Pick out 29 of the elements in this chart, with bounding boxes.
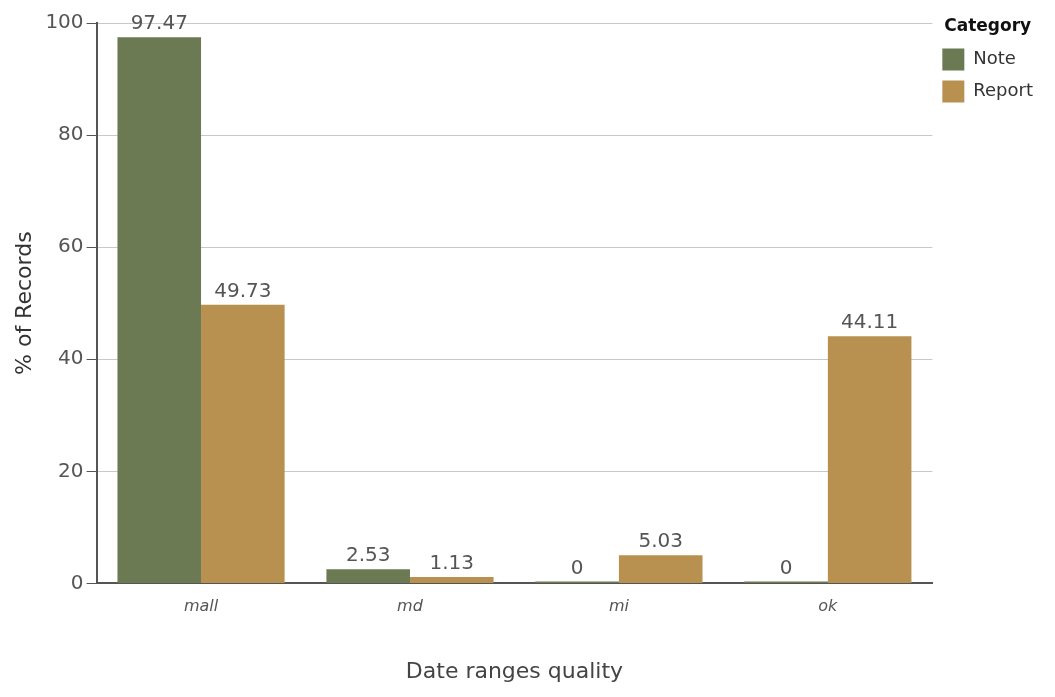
x-axis-title: Date ranges quality: [405, 657, 624, 683]
legend-label: Note: [973, 47, 1016, 69]
data-label: 1.13: [429, 550, 475, 575]
legend-title: Category: [944, 14, 1032, 35]
x-tick-label: mi: [608, 596, 630, 616]
legend-label: Report: [973, 79, 1033, 101]
data-label: 97.47: [130, 10, 188, 35]
bar: [827, 336, 912, 583]
y-tick-label: 20: [58, 457, 84, 482]
bar: [201, 304, 285, 583]
bar: [326, 569, 410, 583]
y-tick-label: 80: [58, 121, 84, 146]
bar: [117, 37, 202, 583]
y-tick-label: 40: [58, 345, 84, 370]
x-tick-label: md: [397, 596, 424, 616]
x-tick-label: mall: [183, 596, 219, 616]
data-label: 0: [779, 554, 793, 579]
data-label: 5.03: [638, 528, 683, 553]
data-label: 49.73: [214, 277, 272, 302]
x-tick-label: ok: [818, 596, 839, 616]
bar: [618, 555, 703, 583]
data-label: 44.11: [841, 309, 899, 334]
y-axis-title: % of Records: [10, 231, 36, 375]
data-label: 2.53: [345, 542, 391, 567]
y-tick-label: 0: [70, 569, 84, 594]
y-tick-label: 60: [58, 233, 84, 258]
data-label: 0: [570, 554, 584, 579]
bar: [409, 577, 494, 583]
y-tick-label: 100: [45, 9, 84, 34]
